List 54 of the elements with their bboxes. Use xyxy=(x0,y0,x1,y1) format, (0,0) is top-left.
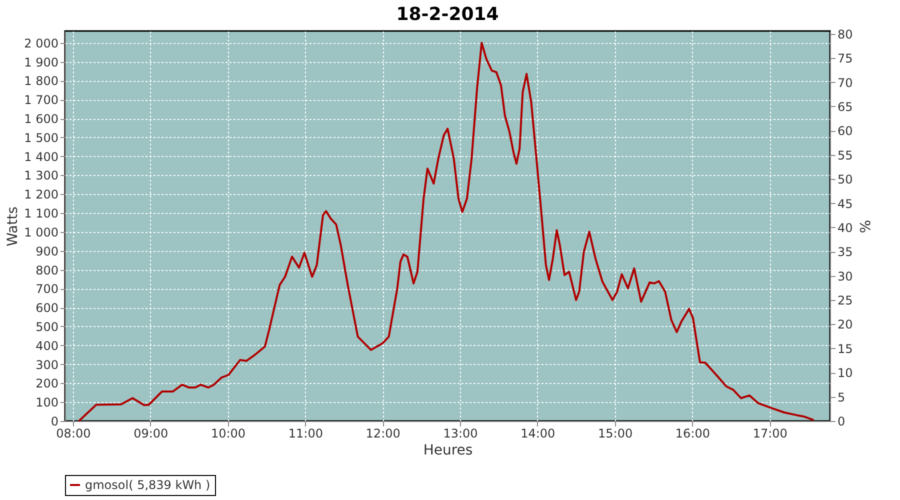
y2-tick-label: 5 xyxy=(838,390,846,404)
y2-tick-label: 25 xyxy=(838,294,853,308)
x-tick-label: 14:00 xyxy=(520,426,556,440)
y2-tick-label: 45 xyxy=(838,196,853,211)
chart-title: 18-2-2014 xyxy=(396,4,499,25)
y-tick-label: 1 400 xyxy=(24,150,58,164)
y2-tick-label: 70 xyxy=(838,76,853,90)
y2-tick-label: 0 xyxy=(838,414,846,428)
y-tick-label: 900 xyxy=(36,244,58,258)
y-tick-label: 2 000 xyxy=(24,36,58,50)
y-tick-label: 0 xyxy=(50,414,58,428)
y-tick-label: 100 xyxy=(36,396,58,410)
y-tick-label: 400 xyxy=(36,338,58,353)
line-series xyxy=(78,42,815,422)
x-tick-label: 15:00 xyxy=(598,426,633,440)
x-tick-label: 09:00 xyxy=(134,426,168,440)
y-axis-title: Watts xyxy=(5,206,22,246)
y2-tick-label: 20 xyxy=(838,318,853,332)
y-tick-label: 1 100 xyxy=(24,206,58,221)
y-tick-label: 1 900 xyxy=(24,55,58,70)
y2-tick-label: 10 xyxy=(838,366,853,380)
y2-tick-label: 15 xyxy=(838,342,853,356)
x-tick-label: 12:00 xyxy=(366,426,400,440)
y2-tick-label: 50 xyxy=(838,172,853,187)
legend-label: gmosol( 5,839 kWh ) xyxy=(85,478,210,492)
y-tick-label: 1 800 xyxy=(24,74,58,88)
y2-tick-label: 40 xyxy=(838,220,853,235)
y2-tick-label: 80 xyxy=(838,27,853,42)
y-tick-label: 1 000 xyxy=(24,225,58,240)
y2-tick-label: 60 xyxy=(838,124,853,138)
y2-tick-label: 75 xyxy=(838,52,853,66)
y-tick-label: 200 xyxy=(36,376,58,391)
y-tick-label: 800 xyxy=(36,263,58,278)
y-tick-label: 1 300 xyxy=(24,168,58,183)
y2-tick-label: 35 xyxy=(838,245,853,260)
x-axis-title: Heures xyxy=(423,442,473,458)
x-tick-label: 11:00 xyxy=(288,426,323,440)
y2-tick-label: 65 xyxy=(838,100,853,114)
x-tick-label: 10:00 xyxy=(210,426,246,440)
y-tick-label: 1 600 xyxy=(24,112,58,126)
y2-tick-label: 55 xyxy=(838,148,853,162)
y-tick-label: 600 xyxy=(36,301,58,316)
y-tick-label: 1 500 xyxy=(24,130,58,145)
y-tick-label: 500 xyxy=(36,320,58,334)
y2-tick-label: 30 xyxy=(838,269,853,284)
x-tick-label: 08:00 xyxy=(56,426,91,440)
x-tick-label: 17:00 xyxy=(752,426,788,440)
y-tick-label: 1 700 xyxy=(24,93,58,108)
y2-axis-title: % xyxy=(856,220,872,234)
y-tick-label: 700 xyxy=(36,282,58,296)
x-tick-label: 16:00 xyxy=(675,426,710,440)
y-tick-label: 300 xyxy=(36,358,58,372)
x-tick-label: 13:00 xyxy=(443,426,478,440)
y-tick-label: 1 200 xyxy=(24,188,58,202)
